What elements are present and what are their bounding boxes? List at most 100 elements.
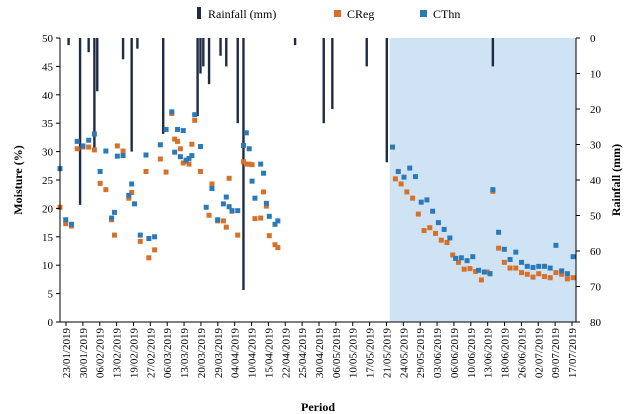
x-tick-label-28: 02/07/2019 bbox=[533, 328, 545, 379]
creg-point-79 bbox=[553, 270, 559, 276]
creg-point-32 bbox=[209, 181, 215, 187]
creg-point-35 bbox=[223, 224, 229, 230]
cthn-point-77 bbox=[536, 263, 542, 269]
cthn-point-25 bbox=[177, 154, 183, 160]
rainfall-bar-20 bbox=[365, 38, 368, 67]
x-tick-label-13: 22/04/2019 bbox=[280, 328, 292, 379]
rainfall-bar-21 bbox=[385, 38, 388, 163]
x-tick-label-11: 10/04/2019 bbox=[247, 328, 259, 379]
creg-point-29 bbox=[192, 117, 198, 123]
cthn-point-32 bbox=[203, 204, 209, 210]
cthn-point-59 bbox=[435, 220, 441, 226]
creg-point-12 bbox=[120, 148, 126, 154]
creg-point-51 bbox=[398, 181, 404, 187]
x-tick-label-20: 24/05/2019 bbox=[398, 328, 410, 379]
creg-point-41 bbox=[246, 161, 252, 167]
x-tick-label-5: 27/02/2019 bbox=[145, 328, 157, 379]
cthn-point-45 bbox=[258, 161, 264, 167]
creg-point-14 bbox=[129, 189, 135, 195]
cthn-point-61 bbox=[447, 235, 453, 241]
creg-point-76 bbox=[536, 271, 542, 277]
cthn-point-2 bbox=[68, 221, 74, 227]
rainfall-bar-6 bbox=[130, 38, 133, 152]
cthn-point-55 bbox=[412, 174, 418, 180]
right-tick-label-5: 50 bbox=[590, 211, 602, 223]
left-tick-label-6: 30 bbox=[42, 147, 54, 159]
cthn-point-38 bbox=[229, 208, 235, 214]
cthn-point-20 bbox=[157, 142, 163, 148]
right-tick-label-0: 0 bbox=[590, 33, 596, 45]
cthn-point-12 bbox=[120, 153, 126, 159]
creg-point-34 bbox=[220, 218, 226, 224]
rainfall-bar-2 bbox=[87, 38, 90, 53]
left-tick-label-0: 0 bbox=[48, 317, 54, 329]
rainfall-bar-3 bbox=[93, 38, 96, 149]
cthn-point-4 bbox=[80, 143, 86, 149]
cthn-point-18 bbox=[146, 236, 152, 242]
creg-point-61 bbox=[455, 259, 461, 265]
creg-point-13 bbox=[126, 195, 132, 201]
cthn-point-66 bbox=[476, 267, 482, 273]
x-tick-label-12: 15/04/2019 bbox=[263, 328, 275, 379]
cthn-point-23 bbox=[172, 149, 178, 155]
x-tick-label-27: 26/06/2019 bbox=[516, 328, 528, 379]
cthn-point-76 bbox=[530, 264, 536, 270]
right-tick-label-1: 10 bbox=[590, 69, 602, 81]
creg-point-71 bbox=[507, 265, 513, 271]
creg-point-28 bbox=[189, 141, 195, 147]
cthn-point-75 bbox=[524, 263, 530, 269]
x-tick-label-26: 18/06/2019 bbox=[500, 328, 512, 379]
right-tick-label-7: 70 bbox=[590, 282, 602, 294]
cthn-point-70 bbox=[496, 229, 502, 235]
x-tick-label-14: 25/04/2019 bbox=[297, 328, 309, 379]
creg-point-42 bbox=[249, 162, 255, 168]
cthn-point-14 bbox=[129, 181, 135, 187]
creg-point-19 bbox=[157, 156, 163, 162]
left-tick-label-7: 35 bbox=[42, 118, 54, 130]
cthn-point-79 bbox=[547, 265, 553, 271]
x-tick-label-29: 09/07/2019 bbox=[550, 328, 562, 379]
cthn-point-43 bbox=[249, 178, 255, 184]
x-tick-label-18: 17/05/2019 bbox=[365, 328, 377, 379]
creg-point-78 bbox=[547, 275, 553, 281]
cthn-point-48 bbox=[266, 213, 272, 219]
cthn-point-7 bbox=[97, 168, 103, 174]
cthn-point-81 bbox=[559, 268, 565, 274]
creg-point-49 bbox=[275, 245, 281, 251]
cthn-point-22 bbox=[169, 109, 175, 115]
x-axis-title: Period bbox=[301, 400, 335, 414]
cthn-point-71 bbox=[501, 246, 507, 252]
x-tick-label-9: 29/03/2019 bbox=[213, 328, 225, 379]
x-tick-label-10: 04/04/2019 bbox=[230, 328, 242, 379]
rainfall-bar-1 bbox=[78, 38, 82, 205]
cthn-point-17 bbox=[143, 152, 149, 158]
creg-point-30 bbox=[197, 168, 203, 174]
left-tick-label-8: 40 bbox=[42, 90, 54, 102]
cthn-point-42 bbox=[246, 146, 252, 152]
cthn-point-29 bbox=[189, 153, 195, 159]
x-tick-label-25: 13/06/2019 bbox=[483, 328, 495, 379]
cthn-point-58 bbox=[430, 208, 436, 214]
cthn-point-82 bbox=[564, 271, 570, 277]
cthn-point-41 bbox=[243, 130, 249, 136]
creg-point-69 bbox=[496, 245, 502, 251]
cthn-point-67 bbox=[481, 269, 487, 275]
rainfall-bar-4 bbox=[96, 38, 99, 92]
creg-point-17 bbox=[146, 255, 152, 261]
creg-point-24 bbox=[177, 146, 183, 152]
rainfall-bar-0 bbox=[67, 38, 70, 46]
creg-point-74 bbox=[524, 271, 530, 277]
rainfall-bar-7 bbox=[136, 38, 139, 49]
creg-point-46 bbox=[263, 203, 269, 209]
left-y-axis-title: Moisture (%) bbox=[11, 145, 25, 214]
right-y-axis-title: Rainfall (mm) bbox=[609, 144, 623, 216]
cthn-point-49 bbox=[272, 221, 278, 227]
left-tick-label-9: 45 bbox=[42, 61, 54, 73]
creg-point-45 bbox=[261, 189, 267, 195]
creg-point-43 bbox=[252, 216, 258, 222]
cthn-point-11 bbox=[114, 153, 120, 159]
cthn-point-3 bbox=[74, 138, 80, 144]
x-tick-label-7: 13/03/2019 bbox=[179, 328, 191, 379]
creg-point-72 bbox=[513, 265, 519, 271]
creg-point-1 bbox=[63, 221, 69, 227]
